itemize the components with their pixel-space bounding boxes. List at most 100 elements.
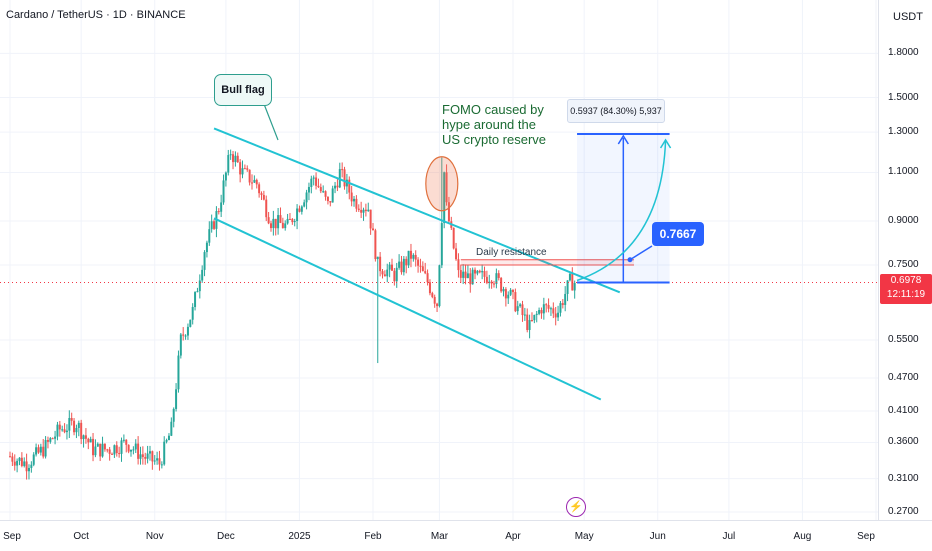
candle-body	[296, 208, 299, 222]
candle-body	[431, 293, 434, 297]
candle-body	[253, 179, 256, 183]
candle-body	[443, 172, 446, 224]
candle-body	[502, 289, 505, 292]
candle-body	[457, 259, 460, 271]
candle-body	[424, 271, 427, 274]
candle-body	[51, 438, 54, 440]
candle-body	[383, 274, 386, 277]
candle-body	[376, 256, 379, 260]
candle-body	[220, 202, 223, 212]
candle-body	[274, 218, 277, 229]
candle-body	[194, 292, 197, 308]
candle-body	[514, 292, 517, 312]
x-tick-label: Sep	[857, 531, 875, 542]
candle-body	[246, 168, 249, 170]
candle-body	[483, 271, 486, 277]
candle-body	[364, 209, 367, 212]
candle-body	[106, 449, 109, 451]
current-price-badge: 0.6978 12:11:19	[880, 274, 932, 305]
candle-body	[260, 193, 263, 195]
candle-body	[552, 308, 555, 314]
y-tick-label: 1.5000	[888, 91, 919, 103]
candle-body	[113, 445, 116, 455]
candle-body	[42, 446, 45, 457]
candle-body	[409, 250, 412, 259]
candle-body	[447, 202, 450, 222]
candle-body	[229, 154, 232, 156]
candle-body	[191, 307, 194, 320]
candle-body	[573, 282, 576, 291]
candle-body	[11, 456, 14, 462]
candle-body	[217, 211, 220, 213]
candle-body	[386, 269, 389, 277]
candlestick-chart[interactable]	[0, 0, 878, 520]
time-axis[interactable]: Sep Oct Nov Dec 2025 Feb Mar Apr May Jun Jul Aug Sep	[0, 520, 932, 551]
candle-body	[568, 273, 571, 281]
candle-body	[196, 291, 199, 293]
current-price-value: 0.6978	[890, 275, 922, 287]
candle-body	[18, 457, 21, 461]
y-tick-label: 0.7500	[888, 259, 919, 271]
candle-body	[130, 449, 133, 452]
currency-label[interactable]: USDT	[893, 11, 923, 23]
candle-body	[319, 187, 322, 192]
candle-body	[528, 320, 531, 330]
candle-body	[101, 443, 104, 457]
candle-body	[421, 266, 424, 272]
candle-body	[137, 443, 140, 459]
candle-body	[13, 461, 16, 466]
candle-body	[63, 429, 66, 433]
target-pointer	[629, 245, 653, 261]
candle-body	[566, 280, 569, 294]
fomo-line-2: hype around the	[442, 117, 536, 132]
candle-body	[549, 308, 552, 310]
candle-body	[189, 319, 192, 327]
lightning-icon[interactable]: ⚡	[566, 497, 586, 517]
candle-body	[198, 280, 201, 292]
x-tick-label: Nov	[145, 531, 164, 542]
candle-body	[493, 283, 496, 285]
candle-body	[203, 252, 206, 270]
candle-body	[362, 209, 365, 213]
candle-body	[445, 172, 448, 203]
candle-body	[208, 229, 211, 243]
candle-body	[547, 305, 550, 309]
candle-body	[68, 418, 71, 431]
candle-body	[255, 179, 258, 185]
candle-body	[367, 209, 370, 212]
candle-body	[540, 310, 543, 314]
candle-body	[312, 177, 315, 179]
candle-body	[360, 209, 363, 213]
candle-body	[535, 313, 538, 315]
candle-body	[284, 223, 287, 229]
candle-body	[27, 467, 30, 472]
fomo-highlight-ellipse	[425, 156, 459, 212]
candle-body	[300, 206, 303, 212]
candle-body	[94, 446, 97, 456]
candle-body	[170, 421, 173, 436]
candle-body	[213, 221, 216, 229]
candle-body	[485, 276, 488, 283]
candle-body	[23, 461, 26, 466]
candle-body	[481, 271, 484, 273]
price-scale[interactable]: USDT 1.8000 1.5000 1.3000 1.1000 0.9000 0.750…	[878, 0, 932, 520]
candle-body	[227, 155, 230, 173]
x-tick-label: Oct	[73, 531, 89, 542]
candle-body	[103, 443, 106, 450]
y-tick-label: 1.8000	[888, 47, 919, 59]
candle-body	[369, 209, 372, 229]
candle-body	[353, 198, 356, 202]
chart-area[interactable]: Cardano / TetherUS · 1D · BINANCE Bull f…	[0, 0, 878, 520]
candle-body	[82, 435, 85, 440]
candle-body	[564, 293, 567, 305]
candle-body	[272, 218, 275, 229]
daily-resistance-label: Daily resistance	[476, 247, 547, 258]
candle-body	[70, 418, 73, 421]
candle-body	[243, 168, 246, 170]
candle-body	[205, 242, 208, 253]
candle-body	[210, 221, 213, 230]
candle-body	[507, 294, 510, 299]
y-tick-label: 0.3600	[888, 436, 919, 448]
bull-flag-pointer	[263, 103, 279, 141]
candle-body	[258, 184, 261, 194]
